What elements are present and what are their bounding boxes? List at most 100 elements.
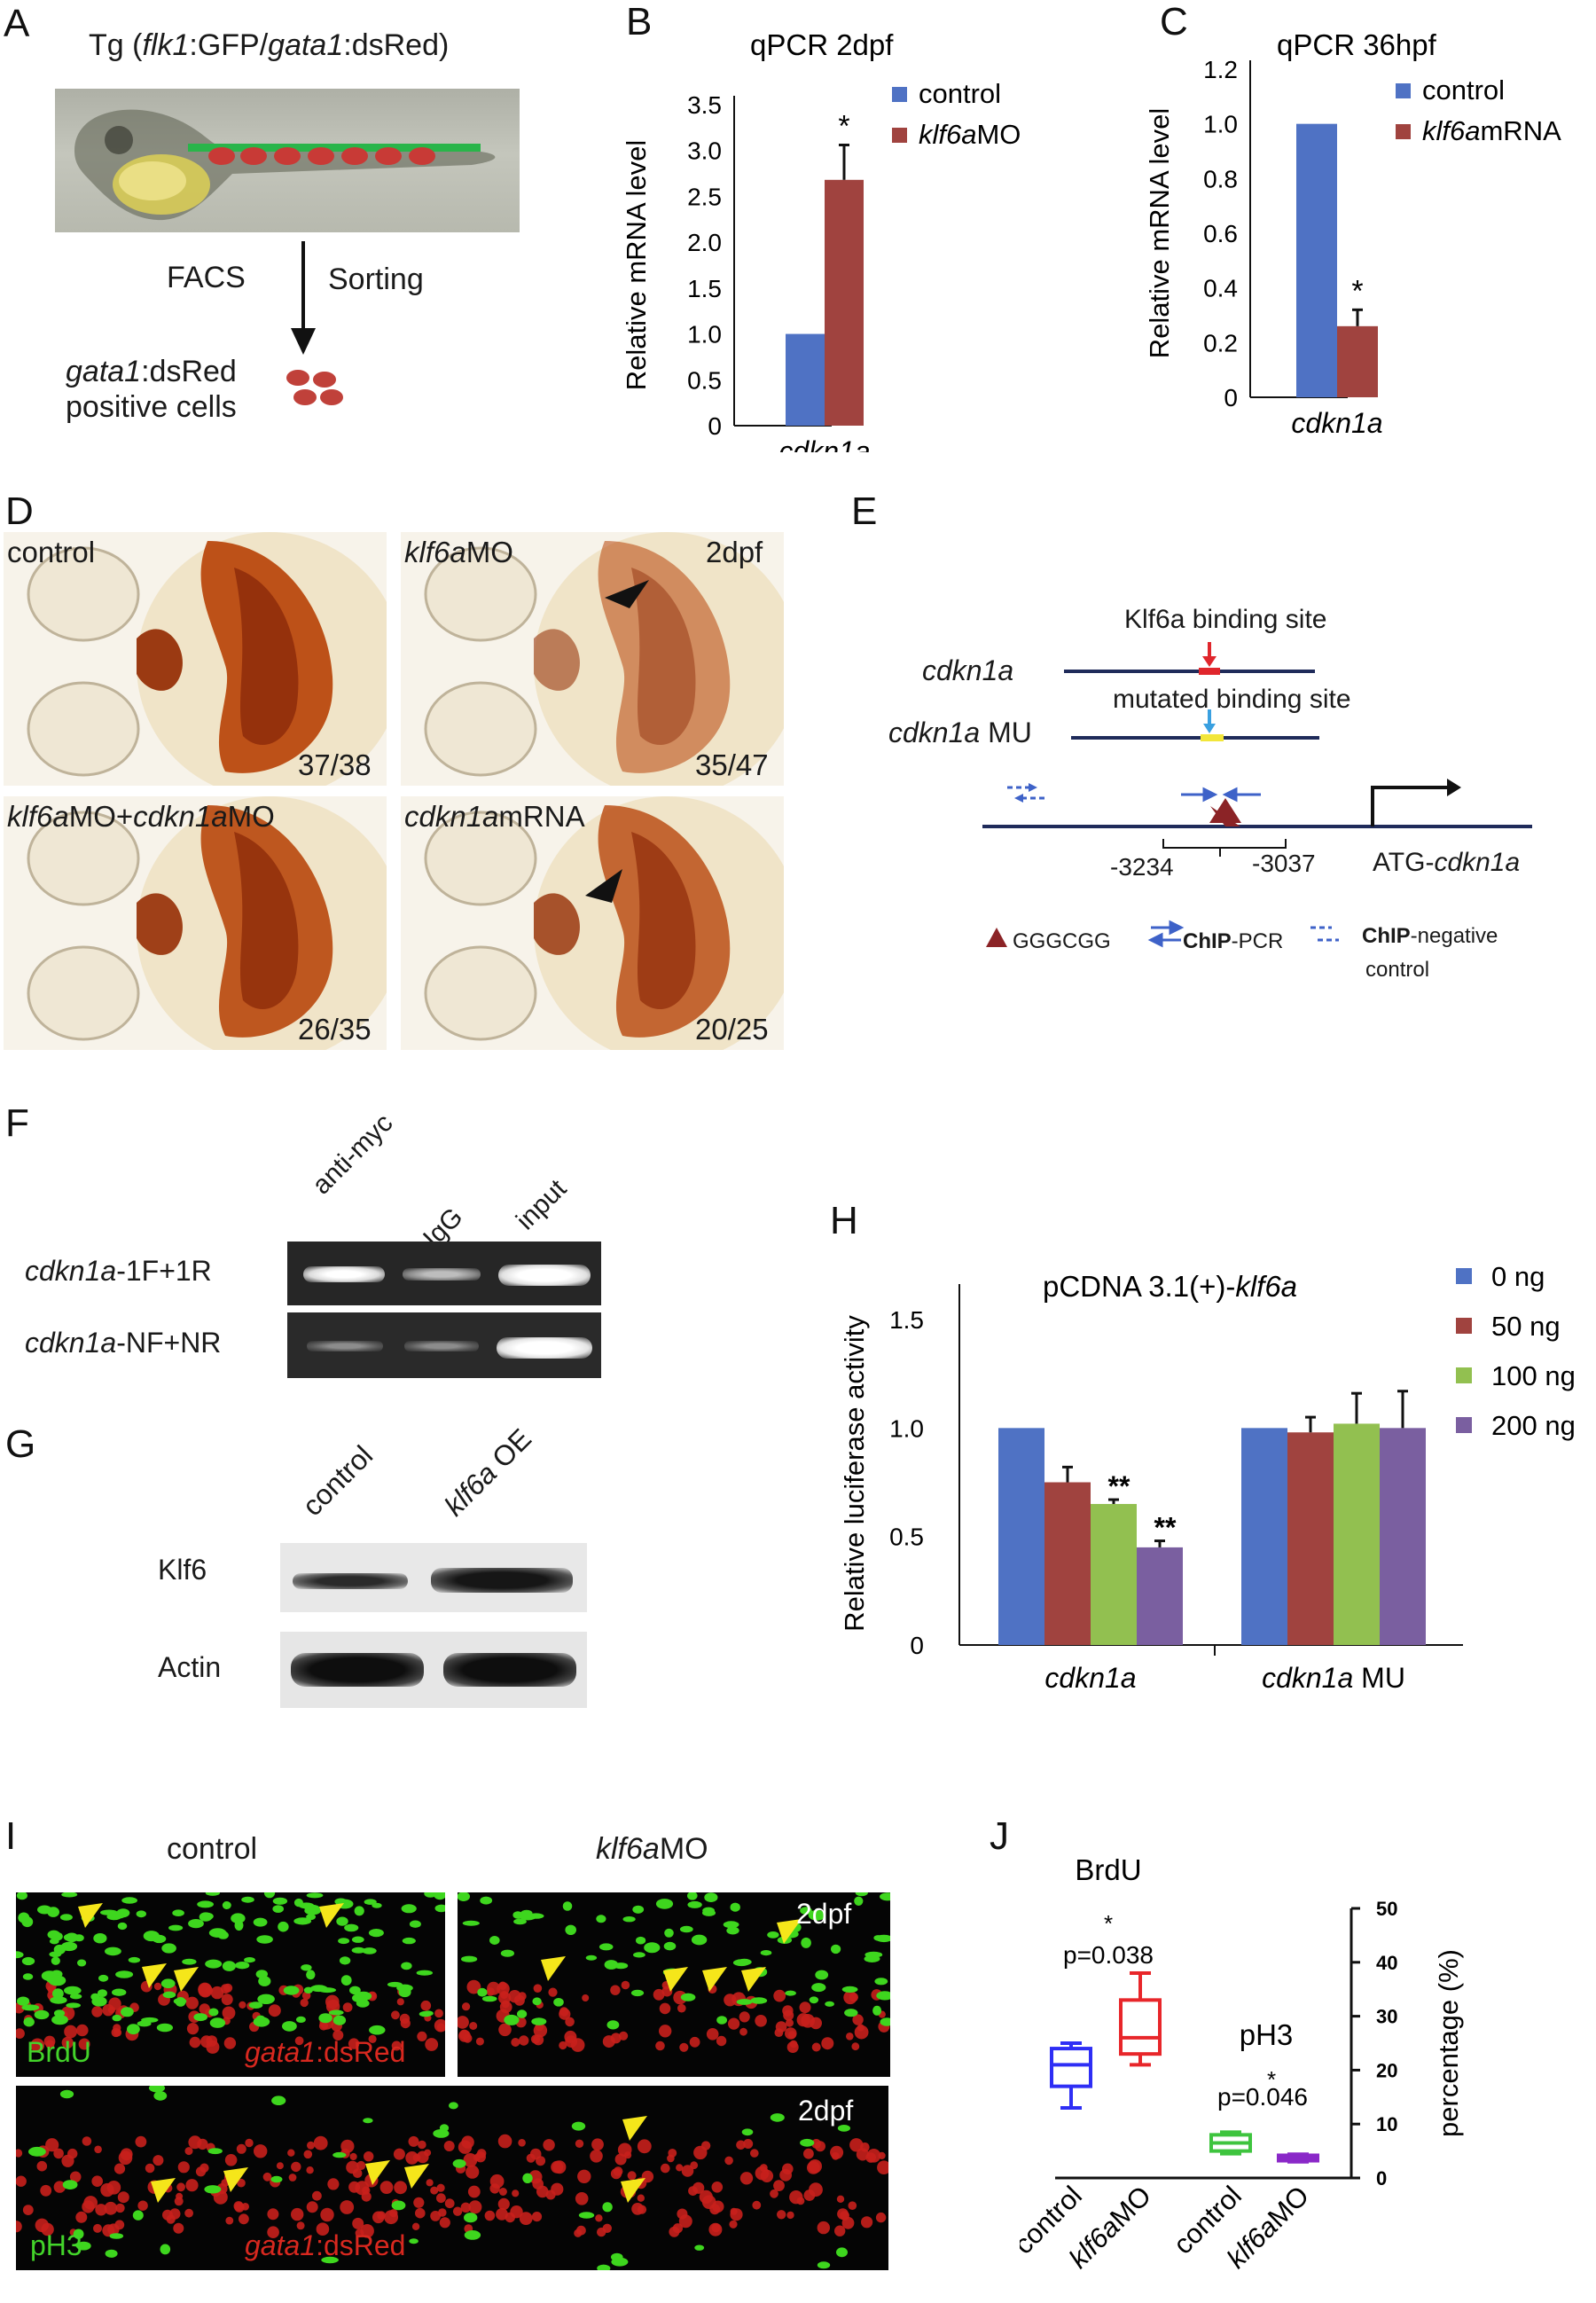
y-tick-label: 1.5 <box>687 275 722 302</box>
yellow-arrowhead-icon <box>741 1967 766 1992</box>
y-axis-label: percentage (%) <box>1433 1949 1464 2137</box>
yellow-arrowhead-icon <box>319 1903 344 1928</box>
sorted-cells-label-line2: positive cells <box>66 390 237 424</box>
embryo-count: 20/25 <box>695 1013 769 1046</box>
legend-negative-line2: control <box>1365 958 1430 982</box>
brdu-group-label: BrdU <box>1075 1853 1141 1886</box>
atg-prefix: ATG- <box>1373 848 1435 877</box>
band-klf6-oe <box>431 1568 573 1593</box>
i-col-gene: klf6a <box>596 1832 660 1866</box>
legend-triangle <box>986 928 1007 947</box>
legend-label: control <box>919 78 1001 109</box>
box-0 <box>1050 2041 1092 2110</box>
y-tick-label: 1.0 <box>889 1414 924 1442</box>
fluorescence-image <box>458 1892 890 2077</box>
g-lane-klf6a-oe: klf6a OE <box>438 1422 538 1523</box>
panel-g-letter: G <box>5 1422 36 1466</box>
wish-embryo-image <box>4 532 387 786</box>
yellow-arrowhead-icon <box>174 1967 199 1992</box>
atg-gene: cdkn1a <box>1434 848 1521 877</box>
band-klf6-control <box>293 1573 408 1589</box>
significance-stars: ** <box>1154 1512 1177 1544</box>
brdu-channel-label: BrdU <box>27 2036 91 2068</box>
y-tick-label: 0.8 <box>1203 165 1238 192</box>
chip-negative-primers <box>1007 786 1044 800</box>
bar-50ng-wt <box>1044 1482 1091 1645</box>
sorted-cells-reporter: :dsRed <box>141 355 237 388</box>
mutated-site-mark <box>1201 734 1224 741</box>
f-row2-primer: -NF+NR <box>116 1327 222 1359</box>
legend-motif-label: GGGCGG <box>1013 929 1111 953</box>
sorted-cells-gene: gata1 <box>66 355 142 388</box>
panel-e-letter: E <box>851 490 878 533</box>
yellow-arrowhead-icon <box>621 2178 645 2203</box>
yellow-arrowhead-icon <box>777 1919 802 1944</box>
yellow-arrowhead-icon <box>223 2167 248 2192</box>
yellow-arrowhead-icon <box>78 1903 103 1928</box>
legend-negative-arrows <box>1310 926 1339 942</box>
ph3-star: * <box>1267 2066 1276 2093</box>
klf6a-binding-site-label: Klf6a binding site <box>1124 605 1327 634</box>
cdkn1a-label: cdkn1a <box>922 654 1014 686</box>
legend-chip-pcr-label: ChIP-PCR <box>1183 929 1283 954</box>
western-blot-klf6 <box>280 1543 587 1612</box>
legend-negative-bold: ChIP <box>1362 924 1411 948</box>
y-axis-label: Relative mRNA level <box>1144 108 1175 359</box>
y-tick-label: 2.5 <box>687 183 722 210</box>
significance-stars: ** <box>1108 1470 1130 1502</box>
panel-c-letter: C <box>1160 0 1188 43</box>
chip-gel-row1 <box>287 1242 601 1305</box>
yellow-arrowhead-icon <box>404 2164 429 2189</box>
dsred-cells <box>208 147 435 165</box>
fluorescence-image <box>16 2086 888 2270</box>
yellow-arrowhead-icon <box>622 2116 647 2141</box>
band-igg-2 <box>404 1341 479 1351</box>
embryo-count: 35/47 <box>695 748 769 781</box>
dsred-channel-label-row2: gata1:dsRed <box>245 2229 406 2261</box>
g-lane-control: control <box>295 1438 379 1523</box>
yellow-arrowhead-icon <box>663 1967 688 1992</box>
chip-gel-row2 <box>287 1312 601 1378</box>
cdkn1a-mu-label: cdkn1a MU <box>888 717 1032 749</box>
panel-a-title-pre: Tg ( <box>89 28 143 62</box>
panel-a-letter: A <box>4 2 30 45</box>
stage-label-row2: 2dpf <box>798 2095 854 2127</box>
chart-h: pCDNA 3.1(+)-klf6a 0 0.5 1.0 1.5 Relative luc… <box>839 1261 1576 1694</box>
bar-200ng-mu <box>1380 1428 1426 1645</box>
legend-swatch <box>1456 1318 1472 1334</box>
x-axis-label: cdkn1a <box>1291 407 1382 439</box>
y-tick-label: 50 <box>1376 1898 1397 1920</box>
facs-label: FACS <box>167 261 246 294</box>
y-tick-label: 1.5 <box>889 1306 924 1334</box>
y-tick-label: 0 <box>910 1632 924 1659</box>
i-col-suffix: MO <box>659 1832 708 1866</box>
binding-site-mark <box>1199 668 1220 675</box>
legend-label: 50 ng <box>1491 1311 1561 1342</box>
y-tick-label: 0.2 <box>1203 329 1238 356</box>
y-tick-label: 10 <box>1376 2113 1397 2135</box>
f-row1-label: cdkn1a-1F+1R <box>25 1255 212 1288</box>
dsred-channel-label-row1: gata1:dsRed <box>245 2036 406 2068</box>
panel-d-letter: D <box>5 490 34 533</box>
bar-treatment <box>1337 325 1378 397</box>
band-actin-oe <box>443 1653 576 1687</box>
bar-100ng-wt <box>1091 1503 1137 1645</box>
f-lane-anti-myc: anti-myc <box>306 1108 399 1201</box>
bar-0ng-mu <box>1241 1428 1287 1645</box>
legend-label: 200 ng <box>1491 1410 1576 1441</box>
panel-a-title: Tg (flk1:GFP/gata1:dsRed) <box>89 28 449 63</box>
panel-a-title-mid: :GFP/ <box>189 28 269 62</box>
y-tick-label: 0.6 <box>1203 220 1238 247</box>
yellow-arrowhead-icon <box>365 2160 390 2185</box>
g-row-klf6: Klf6 <box>158 1554 207 1586</box>
panel-j-letter: J <box>990 1814 1009 1858</box>
embryo-count: 26/35 <box>298 1013 372 1046</box>
brdu-star: * <box>1104 1910 1113 1937</box>
legend-label: klf6aMO <box>919 119 1021 150</box>
gfp-vessel <box>188 144 481 152</box>
legend-label: control <box>1422 74 1505 106</box>
promoter-diagram <box>982 642 1532 948</box>
legend-chip-arrows <box>1147 920 1185 948</box>
x-axis-label: cdkn1a <box>778 435 870 452</box>
